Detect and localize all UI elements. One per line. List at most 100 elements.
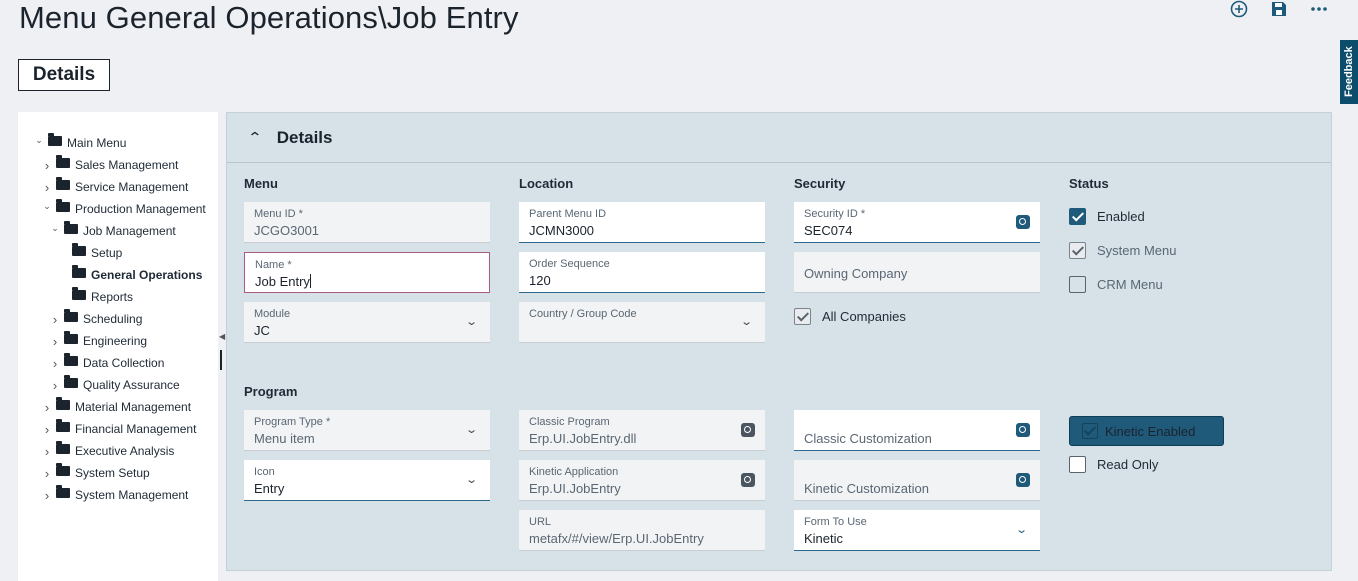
tree-item[interactable]: › Executive Analysis bbox=[18, 440, 218, 462]
chevron-right-icon[interactable]: › bbox=[52, 311, 58, 327]
collapse-caret-icon[interactable]: ⌃ bbox=[247, 129, 263, 145]
tree-item-label: Production Management bbox=[75, 202, 206, 216]
tree-item[interactable]: › System Setup bbox=[18, 462, 218, 484]
tree-item[interactable]: › Scheduling bbox=[18, 308, 218, 330]
name-field[interactable]: Name * Job Entry bbox=[244, 252, 490, 293]
icon-dropdown[interactable]: Icon Entry ⌄ bbox=[244, 460, 490, 501]
url-field[interactable]: URL metafx/#/view/Erp.UI.JobEntry bbox=[519, 510, 765, 551]
module-dropdown[interactable]: Module JC ⌄ bbox=[244, 302, 490, 343]
collapse-tree-icon[interactable]: ◀ bbox=[219, 332, 226, 341]
classic-customization-field[interactable]: Classic Customization bbox=[794, 410, 1040, 451]
owning-company-field[interactable]: Owning Company bbox=[794, 252, 1040, 293]
chevron-down-icon: ⌄ bbox=[739, 316, 753, 328]
chevron-right-icon[interactable]: › bbox=[44, 465, 50, 481]
chevron-right-icon[interactable]: › bbox=[52, 355, 58, 371]
enabled-checkbox[interactable]: Enabled bbox=[1069, 208, 1145, 225]
folder-icon bbox=[56, 419, 70, 432]
folder-icon bbox=[64, 331, 78, 344]
section-security: Security bbox=[794, 176, 846, 191]
chevron-right-icon[interactable]: › bbox=[44, 487, 50, 503]
more-icon[interactable] bbox=[1310, 0, 1328, 18]
details-panel-header[interactable]: ⌃ Details bbox=[227, 113, 1331, 163]
parent-menu-id-field[interactable]: Parent Menu ID JCMN3000 bbox=[519, 202, 765, 243]
classic-program-field[interactable]: Classic Program Erp.UI.JobEntry.dll bbox=[519, 410, 765, 451]
tree-item[interactable]: Reports bbox=[18, 286, 218, 308]
search-icon[interactable] bbox=[1016, 423, 1030, 437]
tree-item[interactable]: General Operations bbox=[18, 264, 218, 286]
checkbox-icon bbox=[1069, 208, 1086, 225]
tree-item[interactable]: › Financial Management bbox=[18, 418, 218, 440]
menu-tree: ⌄ Main Menu › Sales Management › Service Mana… bbox=[18, 112, 218, 581]
checkbox-icon bbox=[1082, 423, 1098, 439]
system-menu-checkbox[interactable]: System Menu bbox=[1069, 242, 1176, 259]
kinetic-customization-field[interactable]: Kinetic Customization bbox=[794, 460, 1040, 501]
save-icon[interactable] bbox=[1270, 0, 1288, 18]
kinetic-application-field[interactable]: Kinetic Application Erp.UI.JobEntry bbox=[519, 460, 765, 501]
chevron-right-icon[interactable]: › bbox=[52, 333, 58, 349]
tree-item-label: Setup bbox=[91, 246, 123, 260]
checkbox-icon bbox=[1069, 456, 1086, 473]
country-group-code-dropdown[interactable]: Country / Group Code ⌄ bbox=[519, 302, 765, 343]
folder-icon bbox=[48, 133, 62, 146]
tree-item[interactable]: › Quality Assurance bbox=[18, 374, 218, 396]
tree-item-label: System Management bbox=[75, 488, 189, 502]
tree-item[interactable]: › Sales Management bbox=[18, 154, 218, 176]
add-circle-icon[interactable] bbox=[1230, 0, 1248, 18]
section-program: Program bbox=[244, 384, 298, 399]
crm-menu-checkbox[interactable]: CRM Menu bbox=[1069, 276, 1163, 293]
folder-icon bbox=[56, 199, 70, 212]
checkbox-icon bbox=[1069, 242, 1086, 259]
tree-splitter[interactable] bbox=[220, 350, 222, 370]
all-companies-checkbox[interactable]: All Companies bbox=[794, 308, 906, 325]
tree-item-label: Executive Analysis bbox=[75, 444, 175, 458]
tree-item[interactable]: › System Management bbox=[18, 484, 218, 506]
security-id-field[interactable]: Security ID * SEC074 bbox=[794, 202, 1040, 243]
chevron-right-icon[interactable]: › bbox=[44, 421, 50, 437]
details-button[interactable]: Details bbox=[18, 59, 110, 91]
chevron-down-icon[interactable]: ⌄ bbox=[43, 200, 51, 211]
chevron-down-icon: ⌄ bbox=[1014, 524, 1028, 536]
tree-item-label: Quality Assurance bbox=[83, 378, 180, 392]
chevron-down-icon[interactable]: ⌄ bbox=[51, 222, 59, 233]
tree-item-label: Financial Management bbox=[75, 422, 197, 436]
tree-item[interactable]: Setup bbox=[18, 242, 218, 264]
search-icon[interactable] bbox=[1016, 473, 1030, 487]
menu-id-field[interactable]: Menu ID * JCGO3001 bbox=[244, 202, 490, 243]
checkbox-icon bbox=[794, 308, 811, 325]
search-icon[interactable] bbox=[1016, 215, 1030, 229]
search-icon[interactable] bbox=[741, 423, 755, 437]
tree-item-label: Main Menu bbox=[67, 136, 127, 150]
chevron-down-icon: ⌄ bbox=[464, 316, 478, 328]
tree-item[interactable]: ⌄ Production Management bbox=[18, 198, 218, 220]
folder-icon bbox=[64, 309, 78, 322]
tree-item[interactable]: ⌄ Main Menu bbox=[18, 132, 218, 154]
kinetic-enabled-checkbox[interactable]: Kinetic Enabled bbox=[1069, 416, 1224, 446]
chevron-right-icon[interactable]: › bbox=[44, 399, 50, 415]
details-panel-title: Details bbox=[276, 127, 333, 147]
tree-item[interactable]: ⌄ Job Management bbox=[18, 220, 218, 242]
program-type-dropdown[interactable]: Program Type * Menu item ⌄ bbox=[244, 410, 490, 451]
feedback-tab[interactable]: Feedback bbox=[1340, 40, 1358, 104]
folder-icon bbox=[72, 287, 86, 300]
folder-icon bbox=[56, 177, 70, 190]
chevron-down-icon[interactable]: ⌄ bbox=[35, 134, 43, 145]
order-sequence-field[interactable]: Order Sequence 120 bbox=[519, 252, 765, 293]
tree-item[interactable]: › Service Management bbox=[18, 176, 218, 198]
chevron-right-icon[interactable]: › bbox=[44, 157, 50, 173]
tree-item[interactable]: › Engineering bbox=[18, 330, 218, 352]
tree-item-label: System Setup bbox=[75, 466, 150, 480]
chevron-right-icon[interactable]: › bbox=[52, 377, 58, 393]
search-icon[interactable] bbox=[741, 473, 755, 487]
form-to-use-dropdown[interactable]: Form To Use Kinetic ⌄ bbox=[794, 510, 1040, 551]
tree-item[interactable]: › Material Management bbox=[18, 396, 218, 418]
tree-item[interactable]: › Data Collection bbox=[18, 352, 218, 374]
tree-item-label: Engineering bbox=[83, 334, 148, 348]
chevron-right-icon[interactable]: › bbox=[44, 179, 50, 195]
read-only-checkbox[interactable]: Read Only bbox=[1069, 456, 1158, 473]
folder-icon bbox=[64, 375, 78, 388]
section-location: Location bbox=[519, 176, 574, 191]
chevron-right-icon[interactable]: › bbox=[44, 443, 50, 459]
folder-icon bbox=[64, 353, 78, 366]
section-status: Status bbox=[1069, 176, 1109, 191]
chevron-down-icon: ⌄ bbox=[464, 474, 478, 486]
